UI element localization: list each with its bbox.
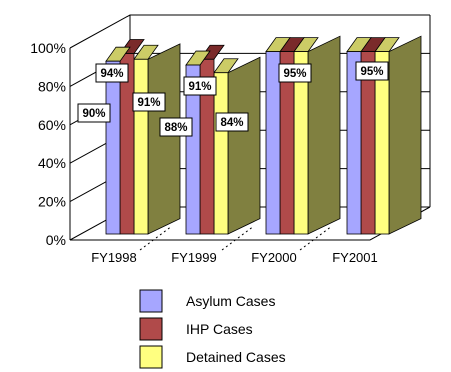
data-label: 91%: [188, 81, 211, 93]
bar: [346, 51, 362, 235]
data-label: 90%: [82, 108, 105, 120]
bar: [213, 72, 229, 235]
bar-side-face: [307, 35, 341, 235]
bar: [133, 58, 149, 235]
bar: [185, 64, 201, 235]
y-tick-label: 60%: [38, 117, 66, 133]
x-tick-label: FY1999: [171, 250, 217, 265]
x-tick-label: FY1998: [91, 250, 137, 265]
bar-side-face: [147, 43, 181, 235]
data-label-box: [183, 76, 217, 96]
data-label: 88%: [164, 122, 187, 134]
data-label: 95%: [283, 68, 306, 80]
bar: [265, 51, 281, 235]
y-tick-label: 0%: [46, 232, 66, 248]
data-label: 94%: [100, 68, 123, 80]
data-label-box: [95, 63, 129, 83]
data-label-box: [278, 63, 312, 83]
y-tick-label: 100%: [30, 40, 66, 56]
data-label: 84%: [220, 117, 243, 129]
legend-swatch: [139, 345, 163, 369]
legend-swatch: [139, 317, 163, 341]
legend-label: Asylum Cases: [186, 293, 275, 309]
data-label-box: [215, 112, 249, 132]
legend-label: IHP Cases: [186, 321, 253, 337]
legend-label: Detained Cases: [186, 349, 286, 365]
bar-side-face: [227, 56, 261, 235]
bar: [105, 60, 121, 235]
y-tick-label: 80%: [38, 78, 66, 94]
data-label-box: [132, 92, 166, 112]
data-label-box: [77, 103, 111, 123]
x-tick-label: FY2001: [332, 250, 378, 265]
category-separator: [299, 225, 333, 251]
y-tick-label: 20%: [38, 194, 66, 210]
data-label: 95%: [360, 66, 383, 78]
bar-side-face: [388, 35, 422, 235]
data-label-box: [355, 61, 389, 81]
category-separator: [139, 225, 173, 251]
x-tick-label: FY2000: [251, 250, 297, 265]
y-tick-label: 40%: [38, 155, 66, 171]
data-label: 91%: [137, 97, 160, 109]
legend-swatch: [139, 289, 163, 313]
data-label-box: [159, 117, 193, 137]
category-separator: [221, 225, 255, 251]
